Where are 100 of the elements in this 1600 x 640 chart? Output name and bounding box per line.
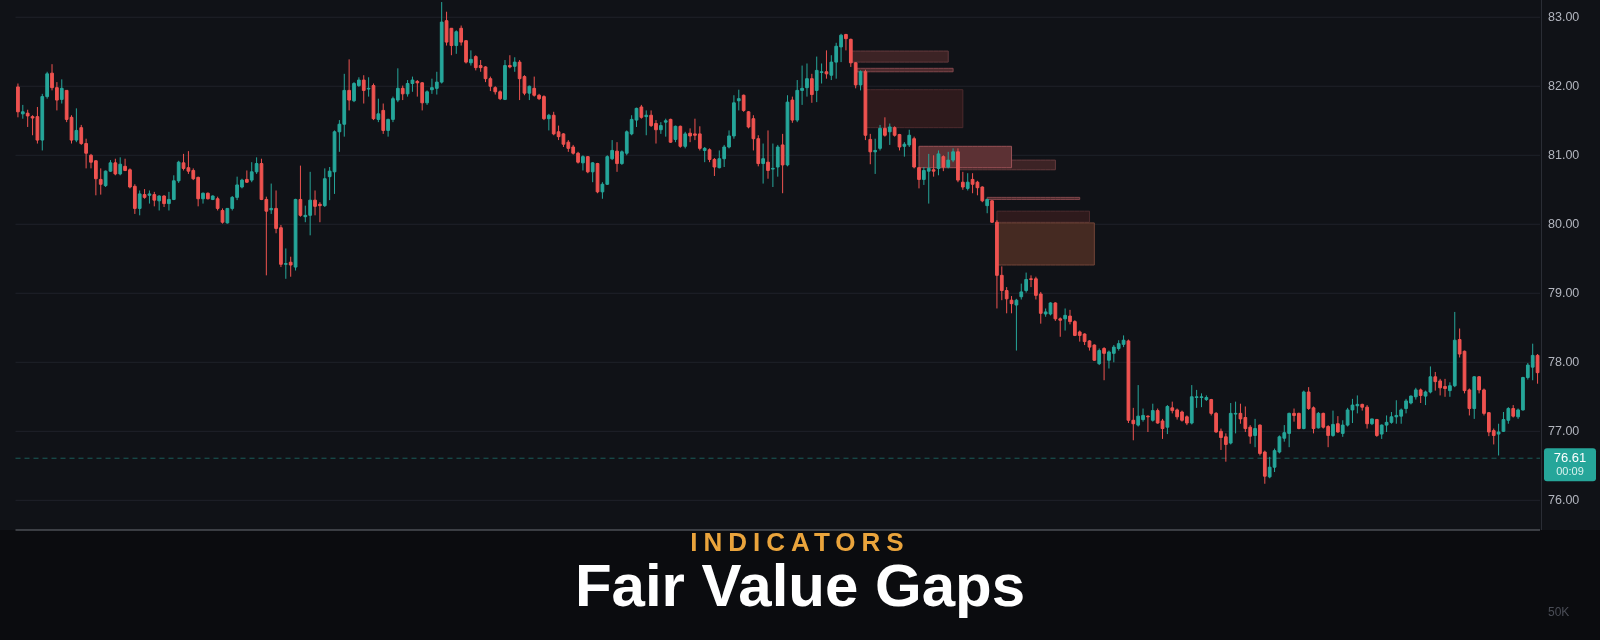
candlestick [400,85,405,101]
candlestick [1301,390,1306,430]
candlestick [590,161,595,183]
candlestick [546,113,551,131]
candlestick [1146,414,1150,433]
candlestick [1150,403,1155,423]
candlestick [493,85,498,96]
candlestick [1370,418,1374,426]
ref-line-label: 76.61 [1553,449,1587,465]
candlestick [113,158,118,176]
candlestick [581,154,585,171]
candlestick [215,196,220,211]
candlestick [658,121,663,135]
candlestick [766,129,770,180]
candlestick [1530,343,1535,381]
candlestick [926,153,931,205]
y-tick-label: 79.00 [1548,286,1580,301]
candlestick [74,107,79,143]
candlestick [844,33,848,51]
candlestick [20,104,25,120]
candlestick [1199,392,1204,408]
candlestick [152,191,157,207]
candlestick [1019,283,1024,301]
candlestick [371,83,376,121]
candlestick [1418,388,1423,404]
candlestick [1316,411,1321,430]
y-tick-label: 78.00 [1548,355,1580,370]
candlestick [936,149,941,176]
candlestick [512,56,517,73]
candlestick [137,189,142,216]
candlestick [673,125,678,143]
candlestick [678,125,683,149]
candlestick [532,76,537,98]
candlestick [771,143,775,188]
candlestick [970,172,975,194]
candlestick [1121,334,1126,348]
candlestick [1433,371,1438,392]
candlestick [1535,353,1540,385]
candlestick [1511,404,1516,419]
text: 50K [1548,605,1570,619]
candlestick [381,103,386,135]
candlestick [269,183,274,215]
candlestick [805,62,809,98]
candlestick [639,104,644,120]
candlestick [887,123,892,146]
candlestick [858,69,863,91]
candlestick [35,106,40,145]
candlestick [405,79,410,98]
candlestick [1024,272,1029,294]
candlestick [517,59,522,101]
candlestick [702,146,707,163]
y-tick-label: 76.00 [1548,493,1580,508]
candlestick [16,83,20,118]
candlestick [118,156,123,176]
candlestick [361,74,366,105]
candlestick [98,167,103,196]
candlestick [454,29,459,55]
y-tick-label: 82.00 [1548,79,1580,94]
candlestick [585,155,590,174]
candlestick [736,89,741,111]
candlestick [1063,307,1067,332]
candlestick [1331,410,1335,438]
candlestick [147,189,152,205]
candlestick [244,169,249,184]
candlestick [780,133,785,194]
candlestick [210,194,215,201]
y-tick-label: 81.00 [1548,148,1580,163]
candlestick [1223,432,1228,463]
candlestick [1048,301,1053,316]
candlestick [868,133,873,165]
candlestick [1097,348,1102,366]
candlestick [1014,298,1019,352]
candlestick [717,149,722,169]
candlestick [824,49,829,80]
candlestick [469,49,473,67]
candlestick [181,153,186,171]
candlestick [322,167,327,208]
candlestick [410,76,415,93]
candlestick [985,198,990,214]
candlestick [1165,404,1170,435]
candlestick [1350,398,1355,424]
candlestick [873,138,878,175]
candlestick [683,131,688,149]
candlestick [668,118,673,144]
candlestick [644,109,649,136]
candlestick [157,194,162,211]
candlestick [615,141,619,173]
candlestick [785,94,790,167]
candlestick [1336,415,1340,434]
candlestick [503,59,507,101]
candlestick [965,172,970,191]
candlestick [508,54,512,69]
candlestick [59,78,64,105]
candlestick [220,207,225,225]
candlestick [790,96,795,124]
candlestick [1374,418,1379,438]
candlestick [878,124,882,151]
candlestick [663,118,668,138]
candlestick [956,147,960,183]
candlestick [376,98,381,123]
